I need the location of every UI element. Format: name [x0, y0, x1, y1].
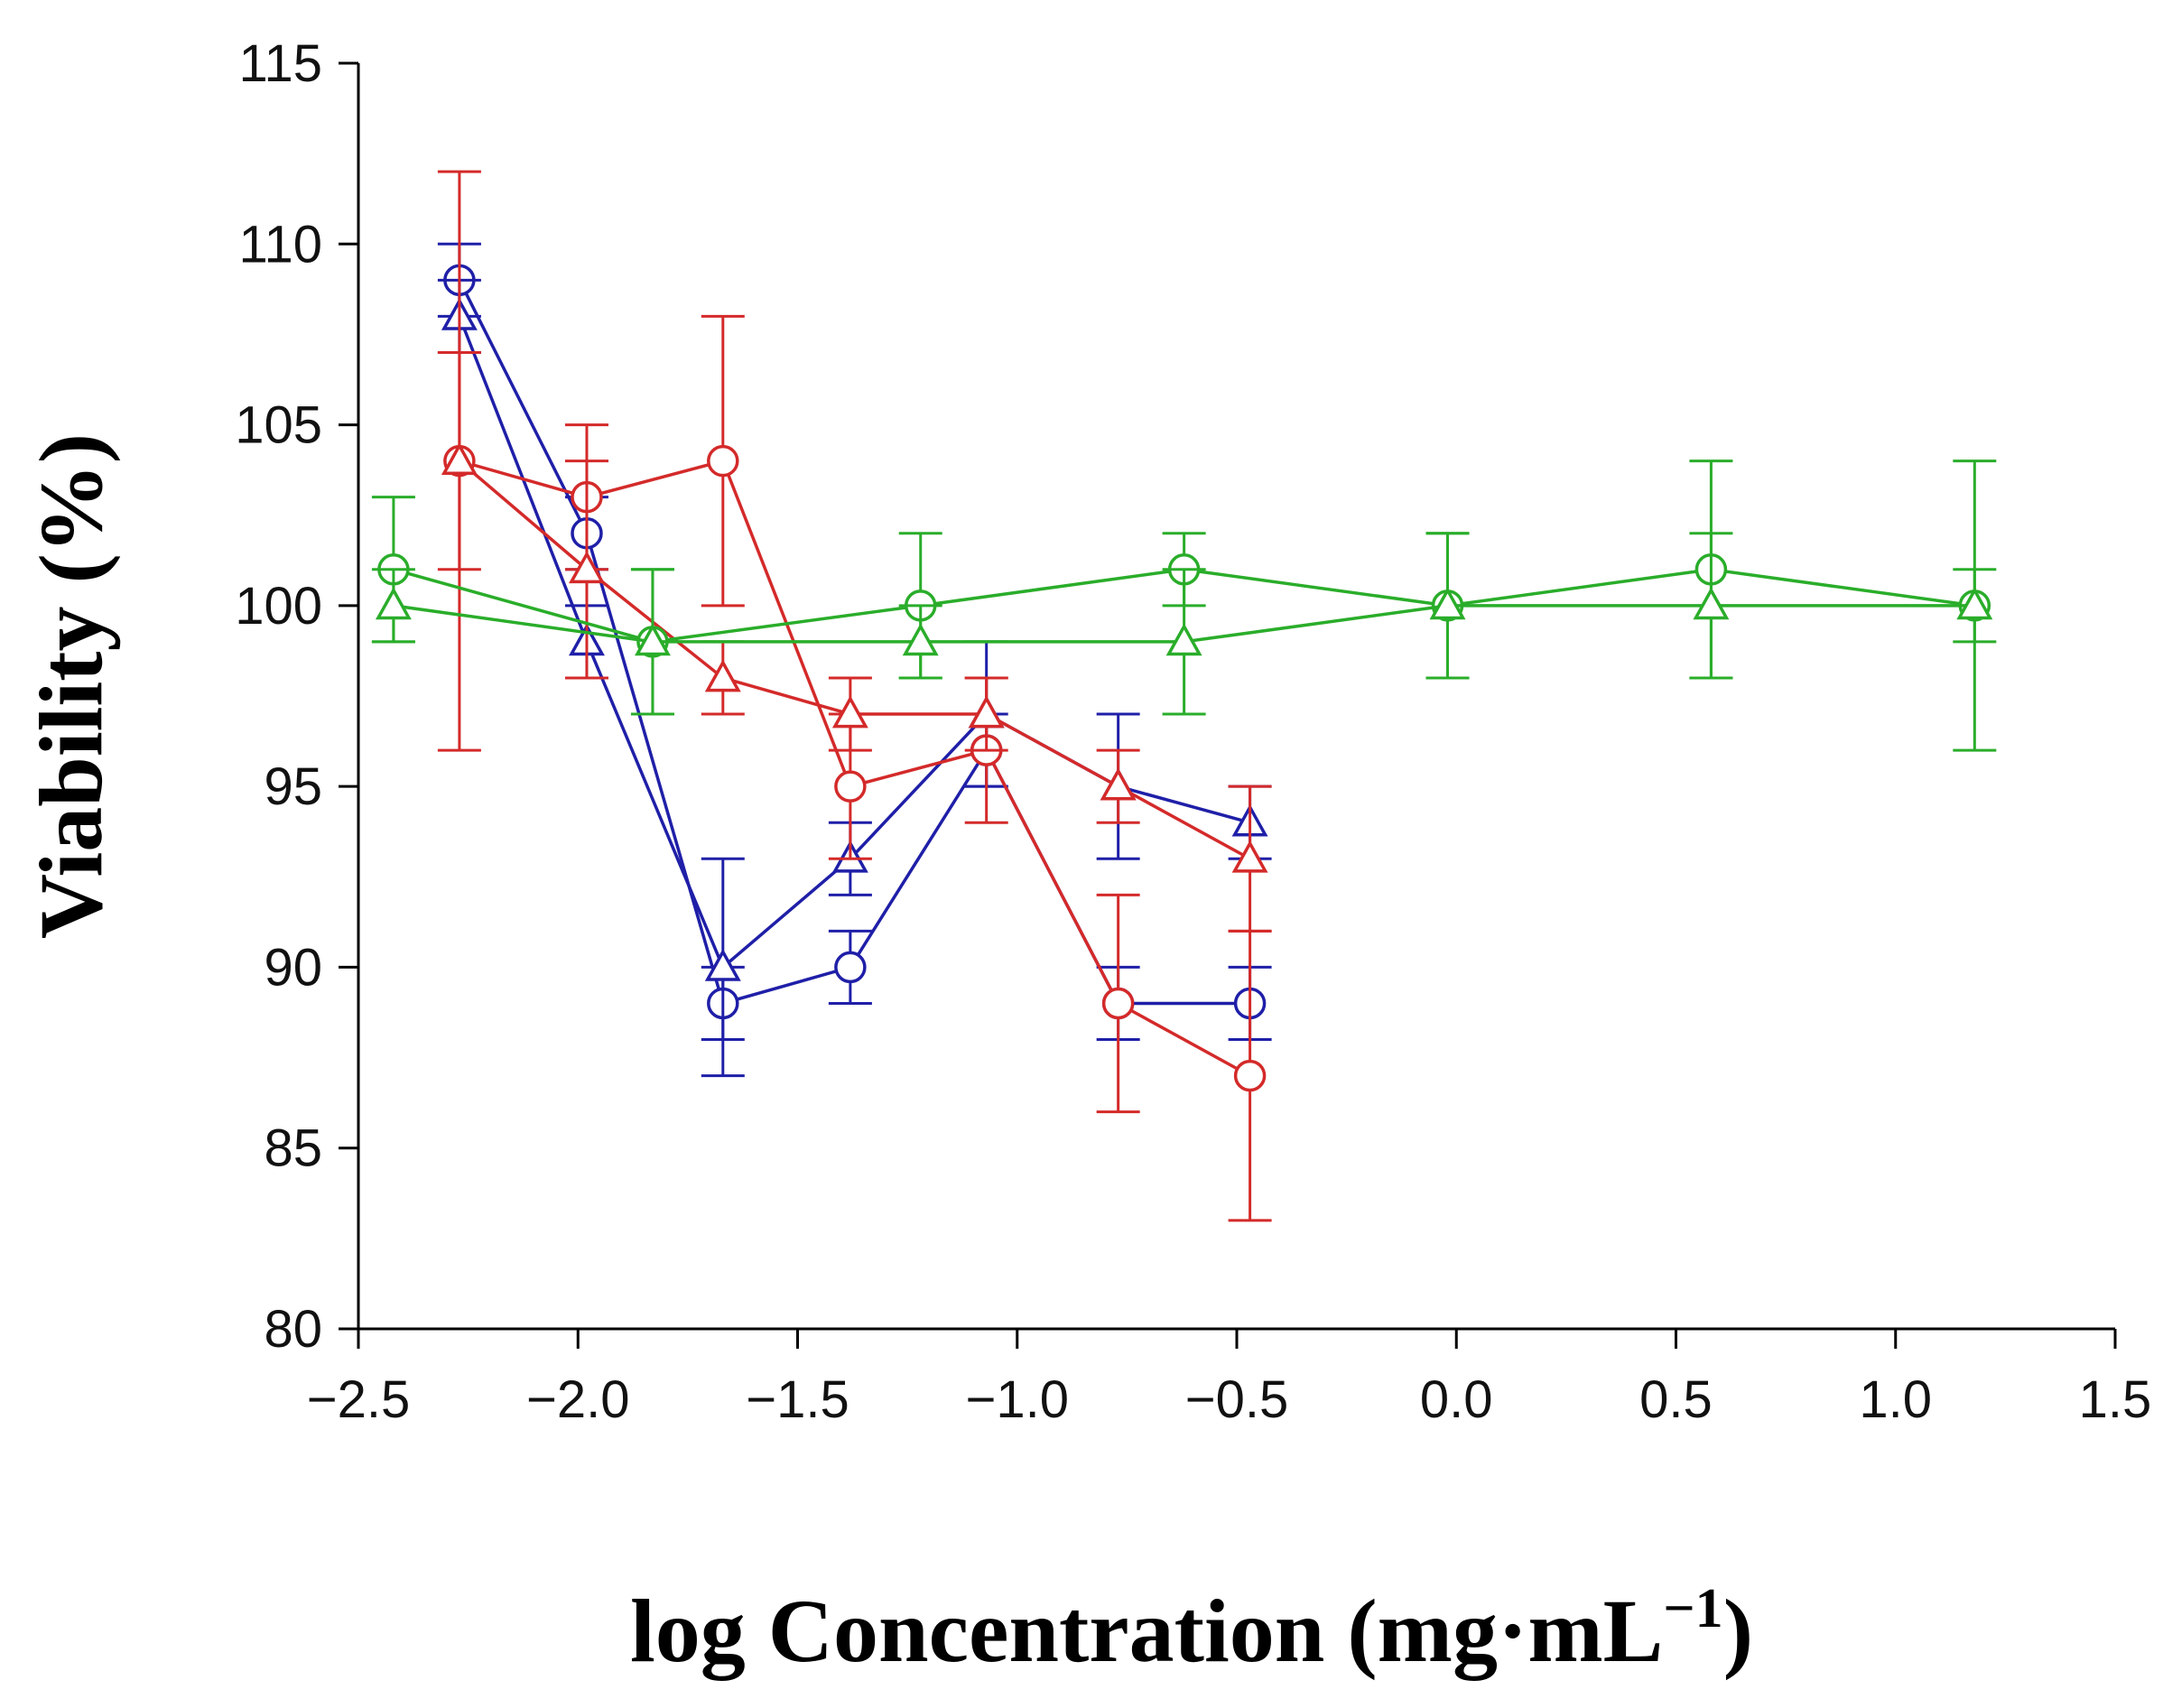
data-point-circle: [834, 951, 867, 984]
x-axis-title-main: log Concentration (mg·mL: [630, 1581, 1663, 1681]
data-point-triangle: [1693, 587, 1730, 620]
y-tick-label: 90: [264, 938, 322, 997]
x-tick-label: 1.5: [2079, 1370, 2152, 1429]
data-point-circle: [707, 444, 739, 478]
data-point-triangle: [968, 695, 1005, 729]
x-tick-label: −1.0: [966, 1370, 1070, 1429]
data-point-triangle: [704, 659, 741, 692]
data-point-triangle: [1956, 587, 1993, 620]
y-tick-label: 105: [235, 396, 322, 455]
series-red-triangle: [437, 170, 1272, 933]
x-tick-label: −2.5: [307, 1370, 411, 1429]
axes: 80 85 90 95 100 105 110 115 −2.5 −2.0 −1.5 −1.0 −0.5…: [235, 34, 2151, 1429]
data-point-triangle: [831, 695, 868, 729]
data-point-triangle: [375, 587, 412, 620]
x-tick-label: 0.0: [1420, 1370, 1493, 1429]
series-group: [371, 170, 1997, 1222]
y-tick-label: 95: [264, 757, 322, 816]
x-axis-title-close: ): [1723, 1581, 1753, 1681]
y-tick-label: 100: [235, 577, 322, 636]
data-point-circle: [834, 770, 867, 803]
series-line-red-circle: [459, 459, 1251, 1078]
series-green-triangle: [371, 532, 1997, 716]
x-tick-label: 0.5: [1639, 1370, 1713, 1429]
x-axis-title: log Concentration (mg·mL−1): [630, 1578, 1753, 1681]
y-tick-label: 80: [264, 1300, 322, 1359]
x-axis-title-superscript: −1: [1663, 1578, 1722, 1639]
x-tick-label: −1.5: [746, 1370, 849, 1429]
x-tick-label: −2.0: [526, 1370, 630, 1429]
series-red-circle: [437, 314, 1272, 1222]
data-point-triangle: [1231, 840, 1268, 873]
data-point-triangle: [704, 948, 741, 981]
data-point-triangle: [569, 551, 605, 584]
data-point-triangle: [634, 623, 671, 656]
y-tick-label: 110: [239, 215, 322, 274]
data-point-triangle: [902, 623, 939, 656]
x-tick-label: 1.0: [1859, 1370, 1932, 1429]
x-tick-label: −0.5: [1185, 1370, 1289, 1429]
data-point-triangle: [1165, 623, 1202, 656]
data-point-triangle: [1429, 587, 1466, 620]
data-point-circle: [1101, 987, 1135, 1020]
y-axis-title: Viability (%): [21, 433, 121, 939]
data-point-triangle: [441, 442, 478, 475]
data-point-circle: [1233, 1059, 1267, 1092]
data-point-triangle: [1100, 767, 1137, 801]
y-tick-label: 115: [239, 34, 322, 93]
y-tick-label: 85: [264, 1119, 322, 1178]
